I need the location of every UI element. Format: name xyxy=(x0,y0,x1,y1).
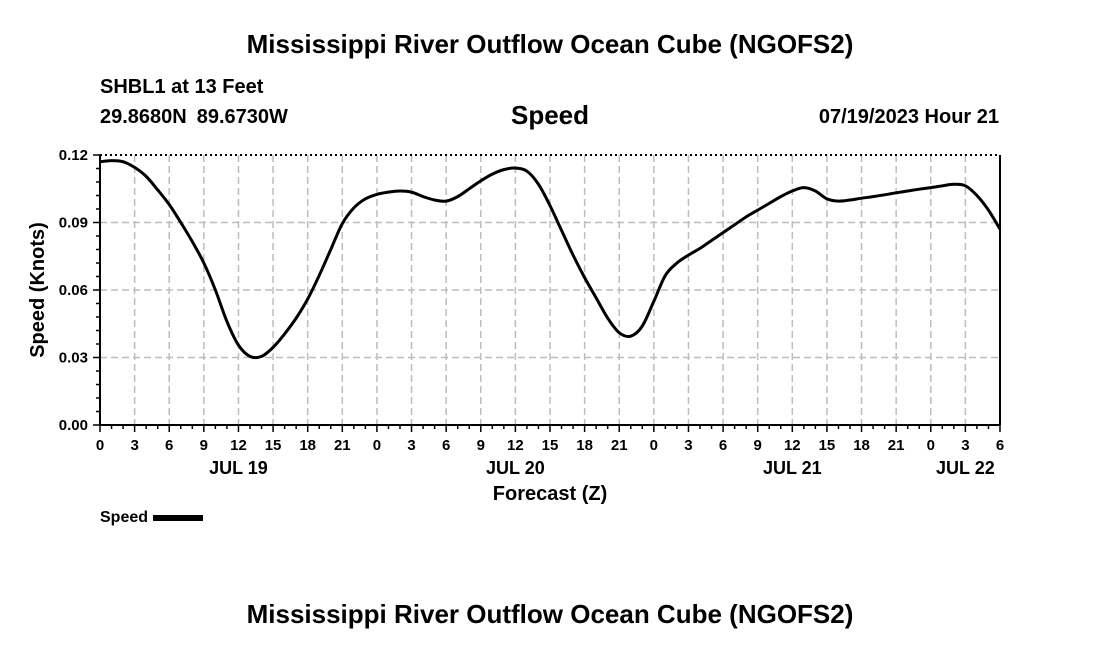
grid xyxy=(100,155,1000,425)
station-coordinates: 29.8680N 89.6730W xyxy=(100,106,298,129)
x-tick-label: 21 xyxy=(334,437,351,454)
date-label: JUL 21 xyxy=(763,458,822,478)
y-tick-label: 0.06 xyxy=(59,282,88,299)
axis-labels: 0 3 6 9 12 15 18 21 0 3 6 9 12 15 18 21 0 3 6 9 12 15 18 21 0 3 6J… xyxy=(27,147,1004,505)
x-tick-label: 0 xyxy=(373,437,381,454)
legend-swatch xyxy=(153,515,204,521)
x-tick-label: 12 xyxy=(230,437,247,454)
x-tick-label: 3 xyxy=(130,437,138,454)
y-axis-title: Speed (Knots) xyxy=(27,222,49,358)
chart-subtitle: Speed xyxy=(510,100,590,130)
x-tick-label: 6 xyxy=(719,437,727,454)
x-tick-label: 18 xyxy=(853,437,870,454)
y-tick-label: 0.09 xyxy=(59,215,88,232)
x-tick-label: 21 xyxy=(888,437,905,454)
x-tick-label: 9 xyxy=(200,437,208,454)
date-label: JUL 22 xyxy=(936,458,995,478)
x-tick-label: 18 xyxy=(576,437,593,454)
x-tick-label: 15 xyxy=(265,437,282,454)
axes xyxy=(93,154,1001,432)
y-tick-label: 0.00 xyxy=(59,417,88,434)
x-tick-label: 9 xyxy=(754,437,762,454)
forecast-datetime: 07/19/2023 Hour 21 xyxy=(818,106,999,128)
x-tick-label: 12 xyxy=(507,437,524,454)
chart-title: Mississippi River Outflow Ocean Cube (NG… xyxy=(246,29,854,59)
y-tick-label: 0.12 xyxy=(59,147,88,164)
series xyxy=(99,159,1002,360)
x-tick-label: 21 xyxy=(611,437,628,454)
x-tick-label: 3 xyxy=(961,437,969,454)
x-axis-title: Forecast (Z) xyxy=(493,483,607,505)
latitude-label: 29.8680N xyxy=(100,106,187,128)
x-tick-label: 6 xyxy=(996,437,1004,454)
x-tick-label: 3 xyxy=(684,437,692,454)
y-tick-label: 0.03 xyxy=(59,350,88,367)
x-tick-label: 0 xyxy=(927,437,935,454)
station-label: SHBL1 at 13 Feet xyxy=(100,76,264,98)
x-tick-label: 6 xyxy=(165,437,173,454)
x-tick-label: 12 xyxy=(784,437,801,454)
x-tick-label: 3 xyxy=(407,437,415,454)
date-label: JUL 20 xyxy=(486,458,545,478)
x-tick-label: 0 xyxy=(650,437,658,454)
legend: Speed xyxy=(100,509,204,527)
x-tick-label: 18 xyxy=(299,437,316,454)
legend-label: Speed xyxy=(100,509,149,526)
speed-series-line xyxy=(99,159,1002,360)
footer-title: Mississippi River Outflow Ocean Cube (NG… xyxy=(246,599,854,629)
x-tick-label: 9 xyxy=(477,437,485,454)
x-tick-label: 6 xyxy=(442,437,450,454)
date-label: JUL 19 xyxy=(209,458,268,478)
x-tick-label: 15 xyxy=(819,437,836,454)
x-tick-label: 0 xyxy=(96,437,104,454)
longitude-label: 89.6730W xyxy=(196,106,288,128)
x-tick-label: 15 xyxy=(542,437,559,454)
